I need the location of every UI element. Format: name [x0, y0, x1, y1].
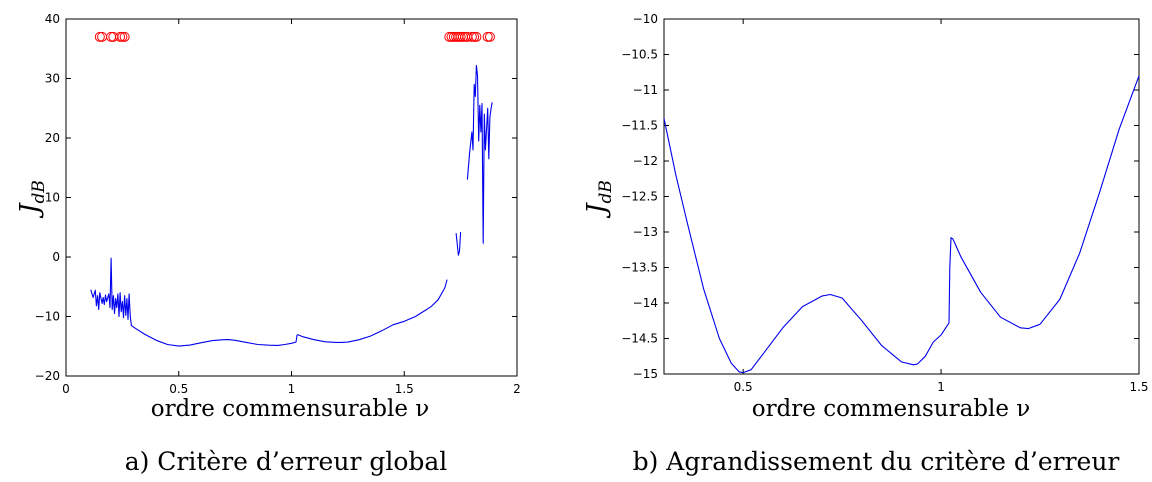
panel-a-y-tick-label: 10: [45, 191, 60, 205]
panel-a-series-line-1: [455, 231, 462, 256]
panel-b-y-tick-label: −10.5: [621, 48, 658, 62]
svg-text:JdB: JdB: [582, 180, 616, 219]
panel-a-marker-point: [94, 31, 105, 42]
panel-a-x-tick-label: 1.5: [395, 382, 414, 396]
panel-a-y-label-sub: dB: [29, 180, 49, 203]
panel-b-y-tick-label: −12.5: [621, 190, 658, 204]
panel-a-y-label-main: J: [15, 202, 45, 219]
panel-a-y-tick-label: 40: [45, 12, 60, 26]
panel-a-marker-point: [106, 31, 117, 42]
panel-a-caption: a) Critère d’erreur global: [125, 447, 448, 476]
panel-a-marker-point: [484, 31, 495, 42]
panel-a-y-tick-label: −20: [35, 369, 60, 383]
panel-a-y-axis-label: JdB: [15, 180, 49, 219]
panel-a-x-tick-label: 0.5: [169, 382, 188, 396]
panel-b-y-tick-label: −14: [633, 296, 658, 310]
panel-b-y-tick-label: −10: [633, 12, 658, 26]
panel-b-x-axis-label: ordre commensurable ν: [752, 396, 1031, 422]
panel-b-y-tick-label: −11.5: [621, 119, 658, 133]
panel-b-x-tick-label: 1.5: [1129, 380, 1148, 394]
panel-b-y-tick-label: −13.5: [621, 261, 658, 275]
panel-a-x-tick-label: 1: [288, 382, 296, 396]
panel-a-x-tick-label: 0: [62, 382, 70, 396]
panel-a-y-tick-label: 0: [52, 250, 60, 264]
panel-a-marker-point: [455, 31, 466, 42]
panel-a-chart: JdB ordre commensurable ν a) Critère d’e…: [15, 12, 521, 476]
panel-a-marker-point: [469, 31, 480, 42]
panel-b-series-line-0: [663, 75, 1140, 374]
panel-b-y-label-main: J: [582, 202, 612, 219]
panel-a-marker-point: [117, 31, 128, 42]
panel-a-marker-point: [482, 31, 493, 42]
svg-text:JdB: JdB: [15, 180, 49, 219]
panel-a-x-axis-label: ordre commensurable ν: [151, 396, 430, 422]
panel-a-x-tick-label: 2: [513, 382, 521, 396]
panel-a-series-line-0: [90, 257, 448, 347]
panel-b-axes-frame: [663, 18, 1140, 375]
panel-b-y-tick-label: −12: [633, 154, 658, 168]
panel-b-x-tick-label: 1: [937, 380, 945, 394]
panel-a-y-tick-label: 30: [45, 72, 60, 86]
panel-b-y-tick-label: −15: [633, 367, 658, 381]
panel-b-chart: JdB ordre commensurable ν b) Agrandissem…: [582, 12, 1149, 476]
panel-b-y-label-sub: dB: [596, 180, 616, 203]
panel-b-x-tick-label: 0.5: [734, 380, 753, 394]
panel-b-caption: b) Agrandissement du critère d’erreur: [633, 447, 1120, 476]
panel-a-series-line-2: [466, 64, 493, 244]
panel-a-marker-point: [97, 31, 108, 42]
panel-a-marker-point: [119, 31, 130, 42]
panel-a-marker-point: [471, 31, 482, 42]
panel-a-y-tick-label: 20: [45, 131, 60, 145]
panel-a-marker-point: [115, 31, 126, 42]
panel-a-marker-point: [466, 31, 477, 42]
panel-b-y-axis-label: JdB: [582, 180, 616, 219]
panel-b-y-tick-label: −14.5: [621, 332, 658, 346]
panel-a-axes-frame: [65, 18, 518, 377]
panel-b-y-tick-label: −13: [633, 225, 658, 239]
panel-a-y-tick-label: −10: [35, 310, 60, 324]
panel-b-y-tick-label: −11: [633, 83, 658, 97]
